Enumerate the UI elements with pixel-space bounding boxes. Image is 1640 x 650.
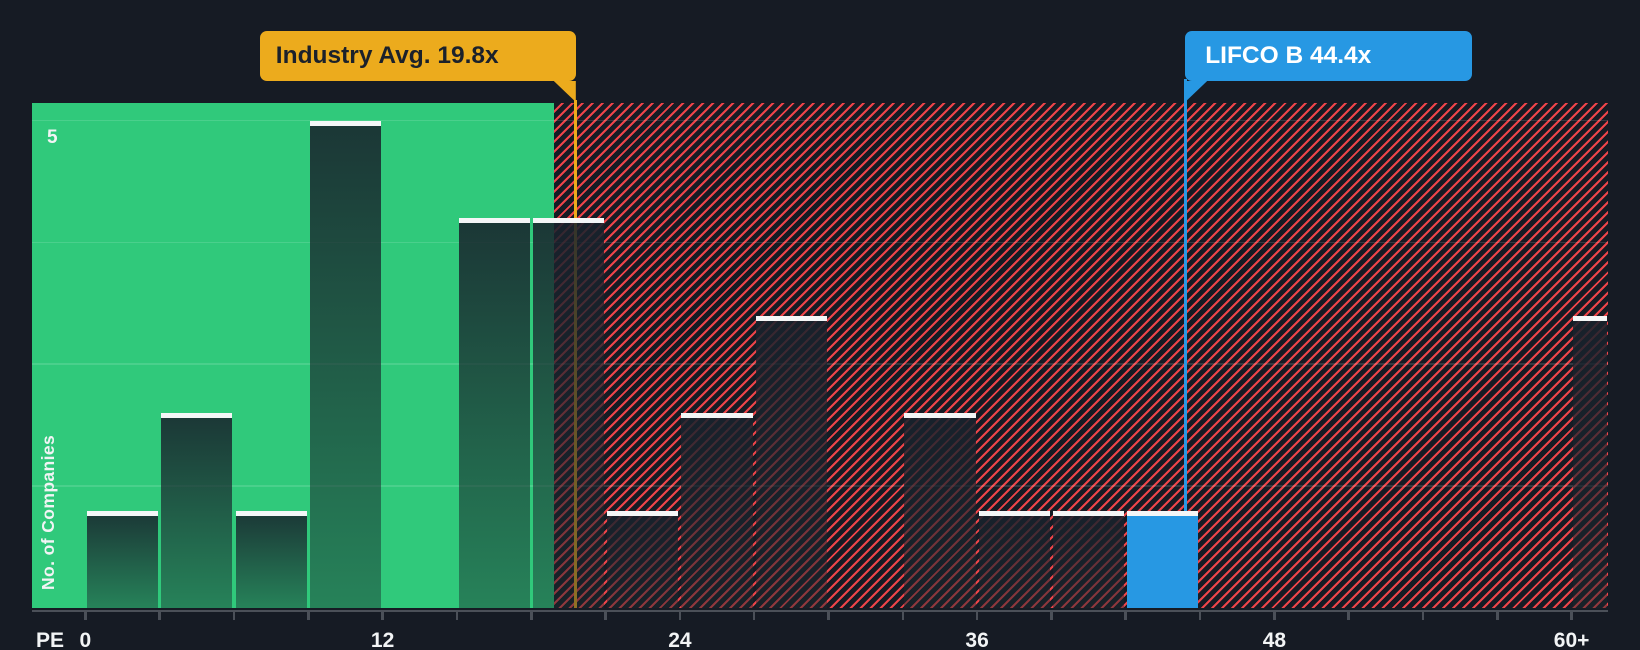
x-tick-18	[530, 612, 533, 621]
histogram-bar-18-21[interactable]	[532, 218, 605, 608]
company-callout-label: LIFCO B 44.4x	[1205, 42, 1372, 69]
x-tick-label-48: 48	[1262, 629, 1287, 650]
histogram-bar-6-9[interactable]	[235, 510, 307, 608]
x-tick-24	[678, 612, 682, 621]
x-tick-30	[827, 612, 830, 621]
bar-top-highlight-strip	[235, 510, 307, 516]
company-marker-line	[1183, 79, 1187, 512]
x-tick-21	[604, 612, 607, 621]
bar-top-highlight-strip	[86, 510, 159, 516]
y-axis-title: No. of Companies	[38, 434, 58, 590]
histogram-bar-39-42[interactable]	[1052, 510, 1125, 608]
histogram-bar-0-3[interactable]	[86, 510, 159, 608]
histogram-bar-24-27[interactable]	[681, 413, 753, 608]
gridline-5	[32, 119, 1608, 122]
histogram-bar-15-18[interactable]	[458, 218, 530, 608]
bar-top-highlight-strip	[1573, 315, 1608, 321]
bar-top-highlight-strip	[978, 510, 1050, 516]
x-tick-9	[307, 612, 310, 621]
x-tick-label-36: 36	[965, 629, 989, 650]
bar-top-highlight-strip	[532, 218, 605, 223]
x-tick-label-60+: 60+	[1553, 629, 1590, 650]
bar-top-highlight-strip	[1127, 510, 1199, 516]
x-axis-title: PE	[36, 629, 65, 650]
histogram-bar-36-39[interactable]	[978, 510, 1050, 608]
x-tick-51	[1347, 612, 1350, 621]
x-tick-42	[1124, 612, 1127, 621]
company-callout: LIFCO B 44.4x	[1185, 31, 1473, 81]
y-axis-max-label: 5	[47, 126, 58, 148]
industry-average-callout: Industry Avg. 19.8x	[259, 31, 576, 81]
company-callout-tail	[1185, 81, 1208, 102]
x-tick-57	[1496, 612, 1499, 621]
x-tick-48	[1273, 612, 1276, 621]
x-tick-33	[901, 612, 905, 621]
bar-top-highlight-strip	[309, 120, 382, 126]
x-tick-39	[1050, 612, 1053, 621]
histogram-bar-60-61.5[interactable]	[1573, 315, 1608, 608]
industry-average-callout-label: Industry Avg. 19.8x	[275, 42, 499, 69]
bar-top-highlight-strip	[755, 315, 827, 321]
gridline-3.75	[32, 241, 1608, 244]
company-bar[interactable]	[1127, 510, 1199, 608]
x-tick-3	[158, 612, 161, 621]
x-tick-36	[975, 612, 979, 621]
x-tick-label-0: 0	[79, 629, 92, 650]
x-tick-60	[1570, 612, 1573, 621]
bar-top-highlight-strip	[681, 413, 753, 418]
histogram-bar-27-30[interactable]	[755, 315, 827, 608]
x-tick-0	[84, 612, 87, 621]
bar-top-highlight-strip	[607, 510, 679, 516]
x-tick-45	[1198, 612, 1202, 621]
x-tick-27	[752, 612, 756, 621]
x-tick-label-24: 24	[668, 629, 692, 650]
histogram-bar-3-6[interactable]	[161, 413, 233, 608]
bar-top-highlight-strip	[1052, 510, 1125, 516]
x-tick-6	[232, 612, 236, 621]
histogram-bar-21-24[interactable]	[607, 510, 679, 608]
histogram-bar-9-12[interactable]	[309, 120, 382, 608]
x-tick-12	[381, 612, 384, 621]
bar-top-highlight-strip	[904, 413, 976, 418]
histogram-bar-33-36[interactable]	[904, 413, 976, 608]
x-tick-15	[455, 612, 459, 621]
bar-top-highlight-strip	[458, 218, 530, 223]
x-axis-line	[32, 610, 1608, 613]
bar-top-highlight-strip	[161, 413, 233, 418]
industry-callout-tail	[553, 81, 576, 102]
x-tick-label-12: 12	[370, 629, 395, 650]
x-tick-54	[1421, 612, 1425, 621]
